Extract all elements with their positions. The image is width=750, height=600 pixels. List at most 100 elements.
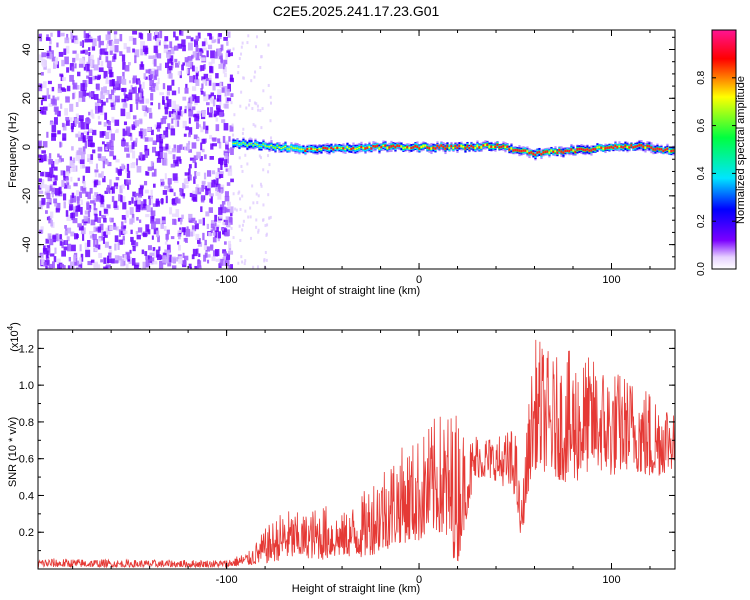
noise-speckle xyxy=(109,50,113,55)
noise-speckle xyxy=(154,124,157,128)
noise-speckle xyxy=(142,81,145,90)
ridge-peak xyxy=(306,147,309,151)
ridge-segment xyxy=(488,145,491,149)
noise-speckle xyxy=(97,57,100,66)
noise-speckle xyxy=(217,38,220,44)
noise-speckle xyxy=(43,106,48,111)
noise-speckle xyxy=(122,225,127,229)
noise-speckle xyxy=(103,121,107,127)
noise-speckle-fade xyxy=(252,201,255,205)
noise-speckle xyxy=(150,216,155,224)
noise-speckle xyxy=(220,163,223,171)
noise-speckle xyxy=(171,108,177,115)
noise-speckle xyxy=(87,239,91,247)
noise-speckle xyxy=(41,52,47,58)
ridge-segment xyxy=(430,147,433,150)
noise-speckle xyxy=(190,231,194,237)
noise-speckle xyxy=(120,258,125,267)
noise-speckle xyxy=(111,89,115,96)
noise-speckle xyxy=(207,181,212,189)
snr-y-tick-label: 0.2 xyxy=(19,527,34,539)
noise-speckle xyxy=(78,134,84,142)
noise-speckle xyxy=(119,230,125,235)
noise-speckle xyxy=(227,31,231,38)
spectrogram-y-tick-label: -40 xyxy=(21,237,33,253)
noise-speckle xyxy=(229,206,234,214)
noise-speckle xyxy=(51,191,54,198)
ridge-peak xyxy=(376,144,379,148)
noise-speckle xyxy=(46,202,50,209)
noise-speckle xyxy=(134,192,139,197)
noise-speckle xyxy=(193,155,198,160)
noise-speckle xyxy=(215,258,221,262)
noise-speckle xyxy=(162,83,166,90)
noise-speckle xyxy=(53,175,58,181)
ridge-peak xyxy=(574,150,577,154)
noise-speckle xyxy=(179,106,183,110)
noise-speckle xyxy=(216,226,219,232)
ridge-segment xyxy=(280,148,283,149)
noise-speckle-fade xyxy=(254,70,257,74)
noise-speckle xyxy=(196,184,199,190)
noise-speckle xyxy=(215,189,219,196)
noise-speckle xyxy=(82,175,85,184)
noise-speckle xyxy=(178,61,181,65)
noise-speckle xyxy=(78,63,84,68)
noise-speckle xyxy=(230,178,234,183)
noise-speckle xyxy=(219,160,224,166)
noise-speckle xyxy=(65,45,70,54)
noise-speckle xyxy=(143,111,148,117)
noise-speckle xyxy=(221,87,225,93)
ridge-peak xyxy=(568,149,571,153)
noise-speckle xyxy=(102,90,108,96)
noise-speckle xyxy=(202,217,205,226)
noise-speckle-fade xyxy=(259,182,262,186)
noise-speckle xyxy=(41,198,46,205)
ridge-peak xyxy=(530,151,533,154)
noise-speckle xyxy=(224,91,227,97)
ridge-peak xyxy=(380,145,383,149)
noise-speckle xyxy=(91,113,95,119)
noise-speckle xyxy=(196,187,202,195)
noise-speckle xyxy=(210,220,216,225)
ridge-segment xyxy=(402,147,405,149)
ridge-peak xyxy=(538,150,541,154)
noise-speckle xyxy=(224,259,230,267)
noise-speckle-fade xyxy=(239,197,242,201)
noise-speckle xyxy=(61,77,67,81)
noise-speckle xyxy=(81,219,86,224)
noise-speckle xyxy=(123,121,128,126)
noise-speckle xyxy=(94,192,99,197)
noise-speckle xyxy=(121,54,126,62)
noise-speckle xyxy=(157,151,163,159)
noise-speckle xyxy=(150,210,156,217)
noise-speckle xyxy=(126,128,130,135)
noise-speckle xyxy=(218,33,222,37)
noise-speckle-fade xyxy=(240,164,243,168)
ridge-peak xyxy=(636,144,639,148)
noise-speckle xyxy=(83,215,88,222)
noise-speckle xyxy=(140,201,144,208)
ridge-peak xyxy=(496,143,499,146)
noise-speckle xyxy=(129,207,134,215)
noise-speckle xyxy=(62,265,66,269)
noise-speckle xyxy=(145,107,149,114)
noise-speckle xyxy=(102,175,106,183)
noise-speckle xyxy=(124,65,130,72)
noise-speckle xyxy=(87,260,93,266)
noise-speckle xyxy=(210,50,216,59)
noise-speckle xyxy=(48,159,54,165)
snr-x-label: Height of straight line (km) xyxy=(292,583,420,595)
noise-speckle xyxy=(93,203,96,210)
spectrogram-image xyxy=(38,30,675,269)
ridge-peak xyxy=(372,144,375,148)
noise-speckle xyxy=(228,52,234,57)
noise-speckle-fade xyxy=(255,225,258,229)
noise-speckle xyxy=(109,189,113,194)
noise-speckle xyxy=(48,215,52,224)
noise-speckle xyxy=(192,248,198,257)
noise-speckle xyxy=(85,118,90,125)
noise-speckle xyxy=(72,82,78,90)
noise-speckle xyxy=(84,210,90,215)
noise-speckle xyxy=(164,256,170,264)
